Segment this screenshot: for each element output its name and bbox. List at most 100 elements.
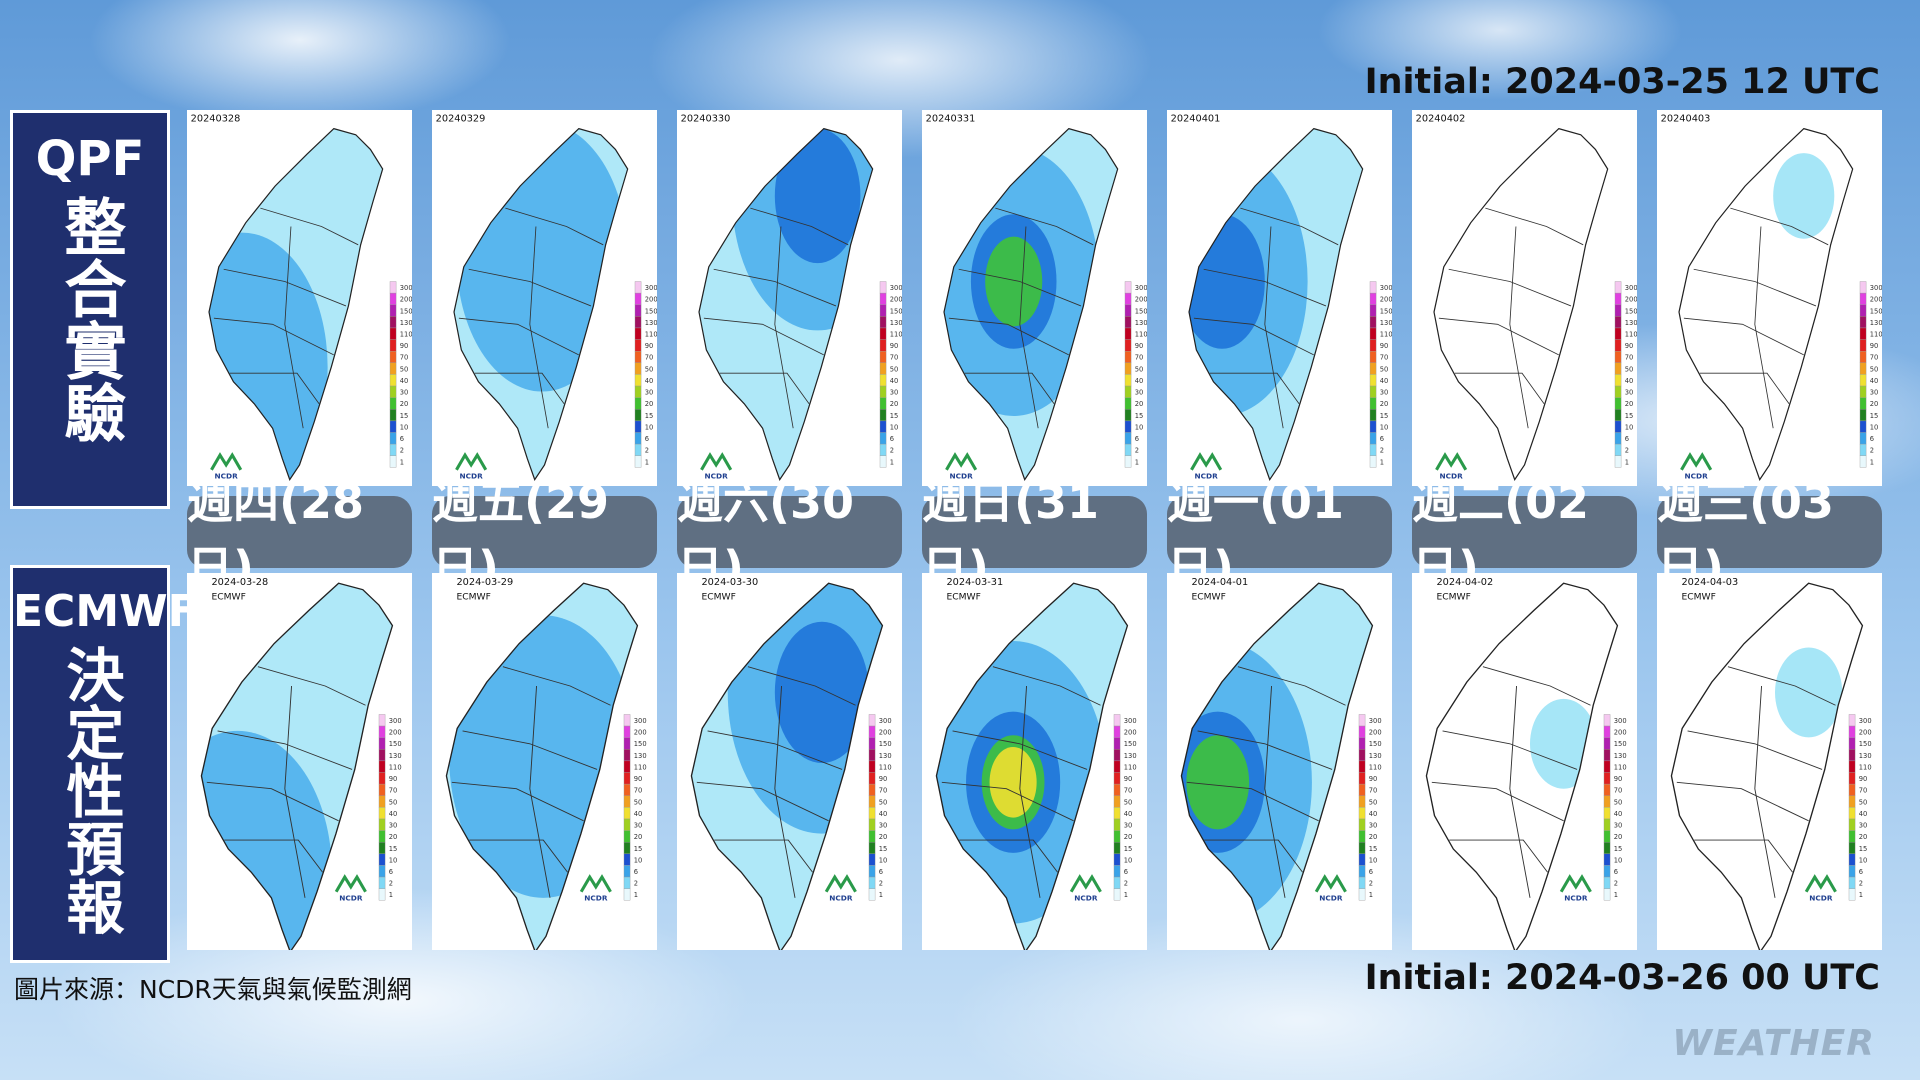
legend-label: 30	[1124, 822, 1133, 830]
legend-swatch	[389, 385, 397, 398]
legend-swatch	[868, 760, 876, 773]
legend-label: 2	[1870, 447, 1874, 455]
legend-swatch	[623, 842, 631, 855]
panel-model: ECMWF	[946, 591, 980, 602]
legend-label: 300	[400, 284, 412, 292]
legend-label: 10	[634, 856, 643, 864]
legend-label: 15	[400, 412, 409, 420]
legend-label: 50	[890, 365, 899, 373]
legend-swatch	[378, 772, 386, 785]
legend-swatch	[378, 818, 386, 831]
logo-text: NCDR	[1809, 893, 1833, 902]
rain-area	[989, 746, 1037, 818]
legend-label: 300	[645, 284, 657, 292]
legend-label: 150	[1369, 740, 1382, 748]
logo-text: NCDR	[339, 893, 363, 902]
legend-label: 130	[400, 319, 412, 327]
legend-label: 90	[400, 342, 409, 350]
rain-field	[201, 583, 393, 952]
ecmwf-map: 2024-04-01ECMWF3002001501301109070504030…	[1180, 577, 1382, 954]
rain-field	[454, 128, 628, 480]
logo-mark	[455, 452, 488, 471]
legend-swatch	[378, 888, 386, 901]
legend-label: 15	[1625, 412, 1634, 420]
county-lines	[1186, 666, 1346, 898]
legend-label: 1	[389, 891, 393, 899]
legend-label: 15	[1369, 845, 1378, 853]
legend-swatch	[1859, 362, 1867, 375]
panel-date: 2024-04-03	[1681, 577, 1738, 588]
county-lines	[213, 207, 359, 429]
legend-swatch	[623, 818, 631, 831]
legend-swatch	[1859, 281, 1867, 294]
row-label: QPF 整合實驗	[10, 110, 170, 509]
legend-swatch	[1614, 432, 1622, 445]
legend-label: 300	[389, 717, 402, 725]
legend-label: 2	[1124, 880, 1128, 888]
legend-swatch	[1603, 830, 1611, 843]
legend-label: 70	[1859, 787, 1868, 795]
legend-swatch	[1848, 818, 1856, 831]
legend-swatch	[1603, 876, 1611, 889]
legend-swatch	[389, 351, 397, 363]
legend-label: 1	[890, 458, 894, 466]
legend-swatch	[378, 783, 386, 796]
legend-label: 200	[1135, 296, 1147, 304]
legend-swatch	[1848, 714, 1856, 727]
legend-swatch	[623, 772, 631, 785]
legend-label: 6	[400, 435, 404, 443]
legend-swatch	[634, 409, 642, 422]
logo-mark	[210, 452, 243, 471]
legend-label: 130	[1135, 319, 1147, 327]
legend-swatch	[1603, 714, 1611, 727]
panel-model: ECMWF	[1681, 591, 1715, 602]
legend-swatch	[623, 888, 631, 901]
legend-label: 40	[879, 810, 888, 818]
legend-label: 15	[634, 845, 643, 853]
panel-date: 20240331	[926, 113, 976, 124]
legend-label: 2	[389, 880, 393, 888]
row-title: QPF	[35, 131, 145, 187]
logo-mark	[579, 874, 612, 893]
legend-swatch	[1859, 443, 1867, 456]
legend-label: 10	[1124, 856, 1133, 864]
legend-label: 110	[645, 331, 657, 339]
legend-swatch	[1113, 807, 1121, 820]
legend-label: 200	[1870, 296, 1882, 304]
legend-swatch	[1369, 455, 1377, 468]
legend-swatch	[868, 749, 876, 762]
coastline	[200, 582, 394, 954]
logo-mark	[1314, 874, 1347, 893]
legend-swatch	[634, 385, 642, 398]
ecmwf-map: 2024-03-31ECMWF3002001501301109070504030…	[935, 577, 1137, 954]
legend-swatch	[1603, 818, 1611, 831]
legend-swatch	[1614, 351, 1622, 363]
legend-swatch	[1603, 783, 1611, 796]
legend-swatch	[879, 385, 887, 398]
legend-label: 110	[1380, 331, 1392, 339]
legend-swatch	[1358, 830, 1366, 843]
legend-label: 300	[1369, 717, 1382, 725]
logo-mark	[1069, 874, 1102, 893]
qpf-map: 20240330 300 200 150 130 110 90 70 50 40 30 20 15 10 6…	[681, 113, 903, 481]
legend-label: 90	[1614, 775, 1623, 783]
legend-label: 90	[645, 342, 654, 350]
legend-label: 110	[1124, 763, 1137, 771]
coastline	[943, 127, 1119, 481]
legend-swatch	[378, 842, 386, 855]
logo-text: NCDR	[950, 471, 974, 480]
map	[1433, 127, 1609, 481]
legend-swatch	[1848, 853, 1856, 866]
legend-swatch	[1358, 760, 1366, 773]
legend-swatch	[1124, 351, 1132, 363]
legend-swatch	[868, 725, 876, 738]
logo-mark	[1804, 874, 1837, 893]
panel-model: ECMWF	[456, 591, 490, 602]
legend-swatch	[1369, 385, 1377, 398]
legend-label: 50	[1369, 798, 1378, 806]
legend-swatch	[1859, 420, 1867, 433]
day-label: 週四(28日)	[187, 475, 412, 595]
legend-swatch	[1848, 749, 1856, 762]
legend-swatch	[389, 420, 397, 433]
qpf-map: 20240331 300 200 150 130 110 90 70 50 40 30 20 15 10 6…	[926, 113, 1148, 481]
